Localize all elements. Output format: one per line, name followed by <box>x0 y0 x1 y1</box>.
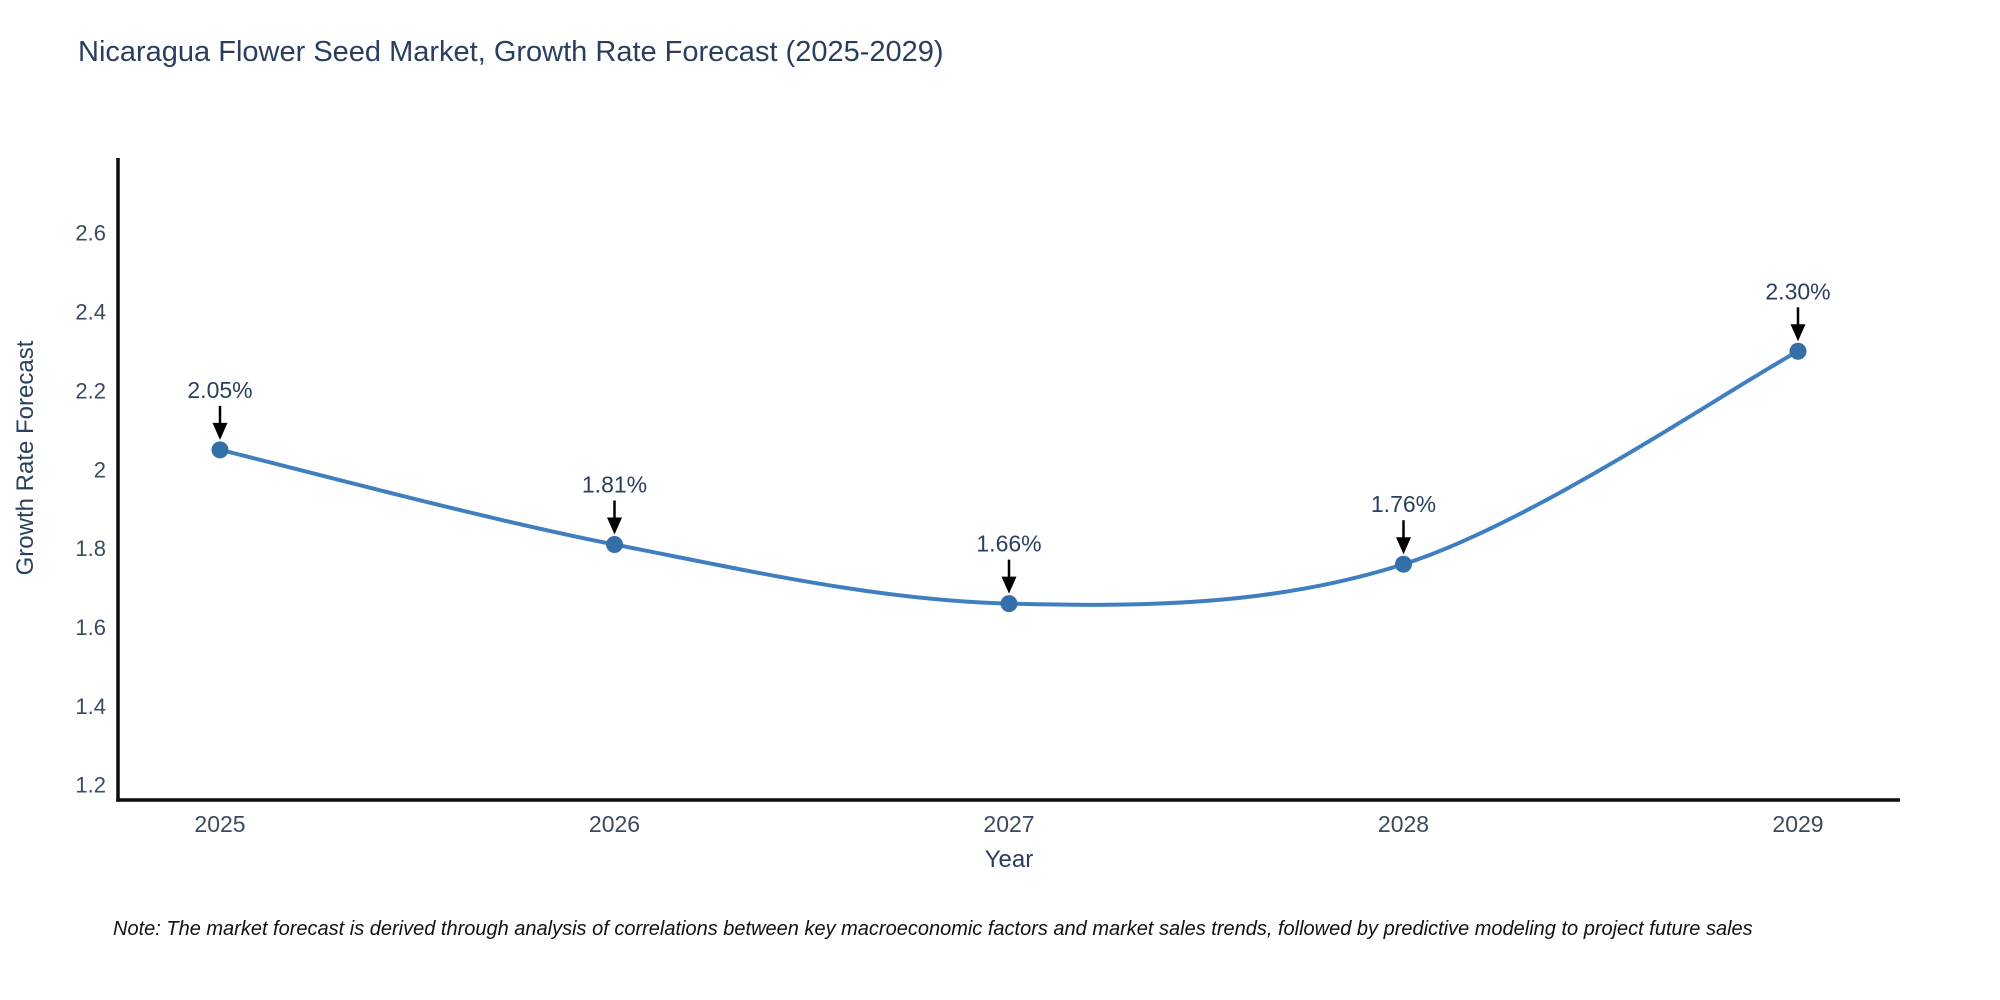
chart-title: Nicaragua Flower Seed Market, Growth Rat… <box>78 36 944 68</box>
y-tick-label: 2.4 <box>75 300 106 325</box>
annotation-label: 2.05% <box>187 377 252 403</box>
annotation-arrow-head <box>607 517 622 535</box>
annotation-arrow-head <box>1790 324 1806 342</box>
y-tick-label: 1.4 <box>75 694 106 719</box>
x-tick-label: 2026 <box>589 811 640 837</box>
data-point-marker <box>1789 342 1807 360</box>
x-tick-label: 2029 <box>1772 811 1823 837</box>
x-tick-label: 2025 <box>194 811 245 837</box>
y-tick-label: 1.2 <box>75 773 106 798</box>
annotation-arrow-head <box>1001 576 1017 594</box>
data-point-marker <box>606 535 623 553</box>
data-point-marker <box>211 441 229 459</box>
annotation-arrow-head <box>212 422 228 440</box>
annotation-label: 2.30% <box>1765 278 1830 304</box>
y-tick-label: 2 <box>94 457 106 482</box>
data-point-marker <box>1395 555 1412 573</box>
data-point-marker <box>1000 595 1018 613</box>
annotation-label: 1.81% <box>582 471 647 497</box>
x-tick-label: 2028 <box>1378 811 1429 837</box>
y-tick-label: 2.6 <box>75 221 106 246</box>
y-tick-label: 2.2 <box>75 378 106 403</box>
y-tick-label: 1.8 <box>75 536 106 561</box>
y-tick-label: 1.6 <box>75 615 106 640</box>
x-axis-title: Year <box>984 846 1034 873</box>
annotation-label: 1.66% <box>976 531 1041 557</box>
annotation-label: 1.76% <box>1371 491 1436 517</box>
footnote: Note: The market forecast is derived thr… <box>113 918 1753 940</box>
x-tick-label: 2027 <box>983 811 1034 837</box>
annotation-arrow-head <box>1396 537 1411 555</box>
